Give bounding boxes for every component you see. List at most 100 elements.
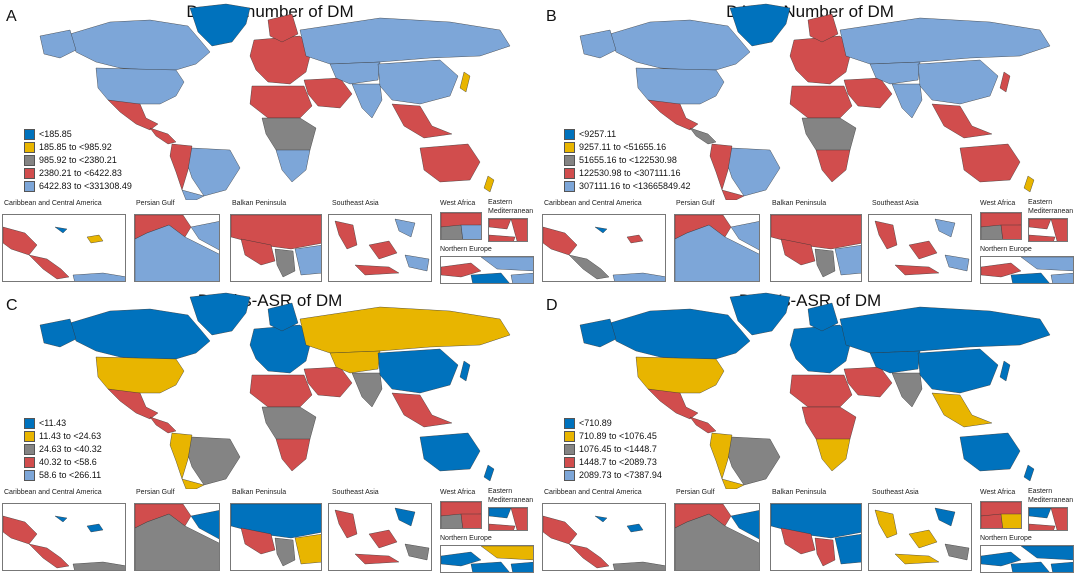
legend-swatch xyxy=(564,154,575,166)
brazil xyxy=(725,436,781,486)
argentina xyxy=(181,189,205,200)
inset-shape xyxy=(394,507,416,527)
inset-eastern-med xyxy=(488,507,528,531)
legend-swatch xyxy=(564,456,575,468)
inset-label-northern-europe: Northern Europe xyxy=(980,246,1032,253)
inset-label-eastern-med: Eastern Mediterranean xyxy=(1028,488,1074,504)
new-zealand xyxy=(1023,175,1035,193)
inset-shape xyxy=(294,245,321,276)
inset-shape xyxy=(814,537,836,567)
russia xyxy=(839,306,1051,354)
southeast-asia xyxy=(931,103,993,139)
inset-shape xyxy=(404,543,430,561)
russia xyxy=(839,17,1051,65)
world-map xyxy=(39,3,511,200)
inset-shape xyxy=(981,224,1003,239)
north-africa xyxy=(789,85,853,119)
europe xyxy=(249,35,313,85)
inset-shape xyxy=(460,513,481,528)
inset-shape xyxy=(274,248,296,278)
inset-shape xyxy=(626,234,644,244)
inset-shape xyxy=(480,257,533,272)
inset-shape xyxy=(1050,561,1073,572)
inset-label-balkan: Balkan Peninsula xyxy=(232,489,287,496)
brazil xyxy=(725,147,781,197)
north-africa xyxy=(789,374,853,408)
inset-west-africa xyxy=(980,501,1022,529)
inset-eastern-med xyxy=(488,218,528,242)
inset-eastern-med xyxy=(1028,507,1068,531)
inset-shape xyxy=(441,551,482,567)
inset-shape xyxy=(834,534,861,565)
southern-africa xyxy=(815,149,851,183)
europe xyxy=(789,324,853,374)
inset-west-africa xyxy=(440,212,482,240)
legend: <710.89 710.89 to <1076.45 1076.45 to <144… xyxy=(564,417,662,482)
usa xyxy=(635,356,725,394)
world-map xyxy=(579,292,1051,489)
inset-shape xyxy=(626,523,644,533)
inset-shape xyxy=(1029,523,1056,530)
inset-northern-europe xyxy=(980,256,1074,284)
china xyxy=(917,348,999,394)
inset-shape xyxy=(460,224,481,239)
inset-shape xyxy=(28,543,70,569)
legend-label: 1076.45 to <1448.7 xyxy=(579,444,657,454)
greenland xyxy=(729,292,791,336)
inset-northern-europe xyxy=(440,545,534,573)
inset-caribbean xyxy=(2,214,126,282)
legend-label: 122530.98 to <307111.16 xyxy=(579,168,681,178)
inset-shape xyxy=(480,546,533,561)
inset-label-balkan: Balkan Peninsula xyxy=(232,200,287,207)
inset-shape xyxy=(470,272,510,283)
legend-item: 2089.73 to <7387.94 xyxy=(564,469,662,481)
legend-swatch xyxy=(564,180,575,192)
inset-shape xyxy=(1050,272,1073,283)
inset-shape xyxy=(489,523,516,530)
europe xyxy=(789,35,853,85)
central-america xyxy=(689,127,717,145)
central-asia xyxy=(329,61,381,85)
legend-label: <710.89 xyxy=(579,418,612,428)
southern-africa xyxy=(275,149,311,183)
inset-shape xyxy=(1020,546,1073,561)
legend-item: 710.89 to <1076.45 xyxy=(564,430,662,442)
map-panel-d: D DALYs-ASR of DM xyxy=(540,289,1080,577)
inset-shape xyxy=(489,508,512,519)
new-zealand xyxy=(483,175,495,193)
mexico xyxy=(647,99,699,131)
china xyxy=(917,59,999,105)
inset-shape xyxy=(54,226,68,234)
panel-letter: D xyxy=(546,297,558,314)
inset-shape xyxy=(334,220,358,250)
map-panel-b: B DALYs-Number of DM xyxy=(540,0,1080,288)
legend-label: 51655.16 to <122530.98 xyxy=(579,155,677,165)
inset-label-southeast-asia: Southeast Asia xyxy=(332,200,379,207)
legend: <185.85 185.85 to <985.92 985.92 to <2380.… xyxy=(24,128,132,193)
legend-swatch xyxy=(24,430,35,442)
australia xyxy=(419,432,481,472)
legend-swatch xyxy=(564,469,575,481)
inset-label-eastern-med: Eastern Mediterranean xyxy=(488,488,534,504)
central-america xyxy=(149,416,177,434)
inset-shape xyxy=(780,238,816,266)
inset-shape xyxy=(1050,508,1067,530)
inset-west-africa xyxy=(980,212,1022,240)
inset-shape xyxy=(441,262,482,278)
inset-shape xyxy=(594,226,608,234)
greenland xyxy=(189,292,251,336)
inset-label-caribbean: Caribbean and Central America xyxy=(4,200,102,207)
inset-shape xyxy=(1029,219,1052,230)
india xyxy=(351,83,383,119)
inset-shape xyxy=(1029,234,1056,241)
legend-swatch xyxy=(24,443,35,455)
legend-swatch xyxy=(564,167,575,179)
inset-shape xyxy=(771,215,861,250)
usa xyxy=(95,67,185,105)
central-america xyxy=(689,416,717,434)
inset-shape xyxy=(780,527,816,555)
inset-shape xyxy=(771,504,861,539)
world-map xyxy=(39,292,511,489)
inset-shape xyxy=(981,502,1021,517)
central-america xyxy=(149,127,177,145)
